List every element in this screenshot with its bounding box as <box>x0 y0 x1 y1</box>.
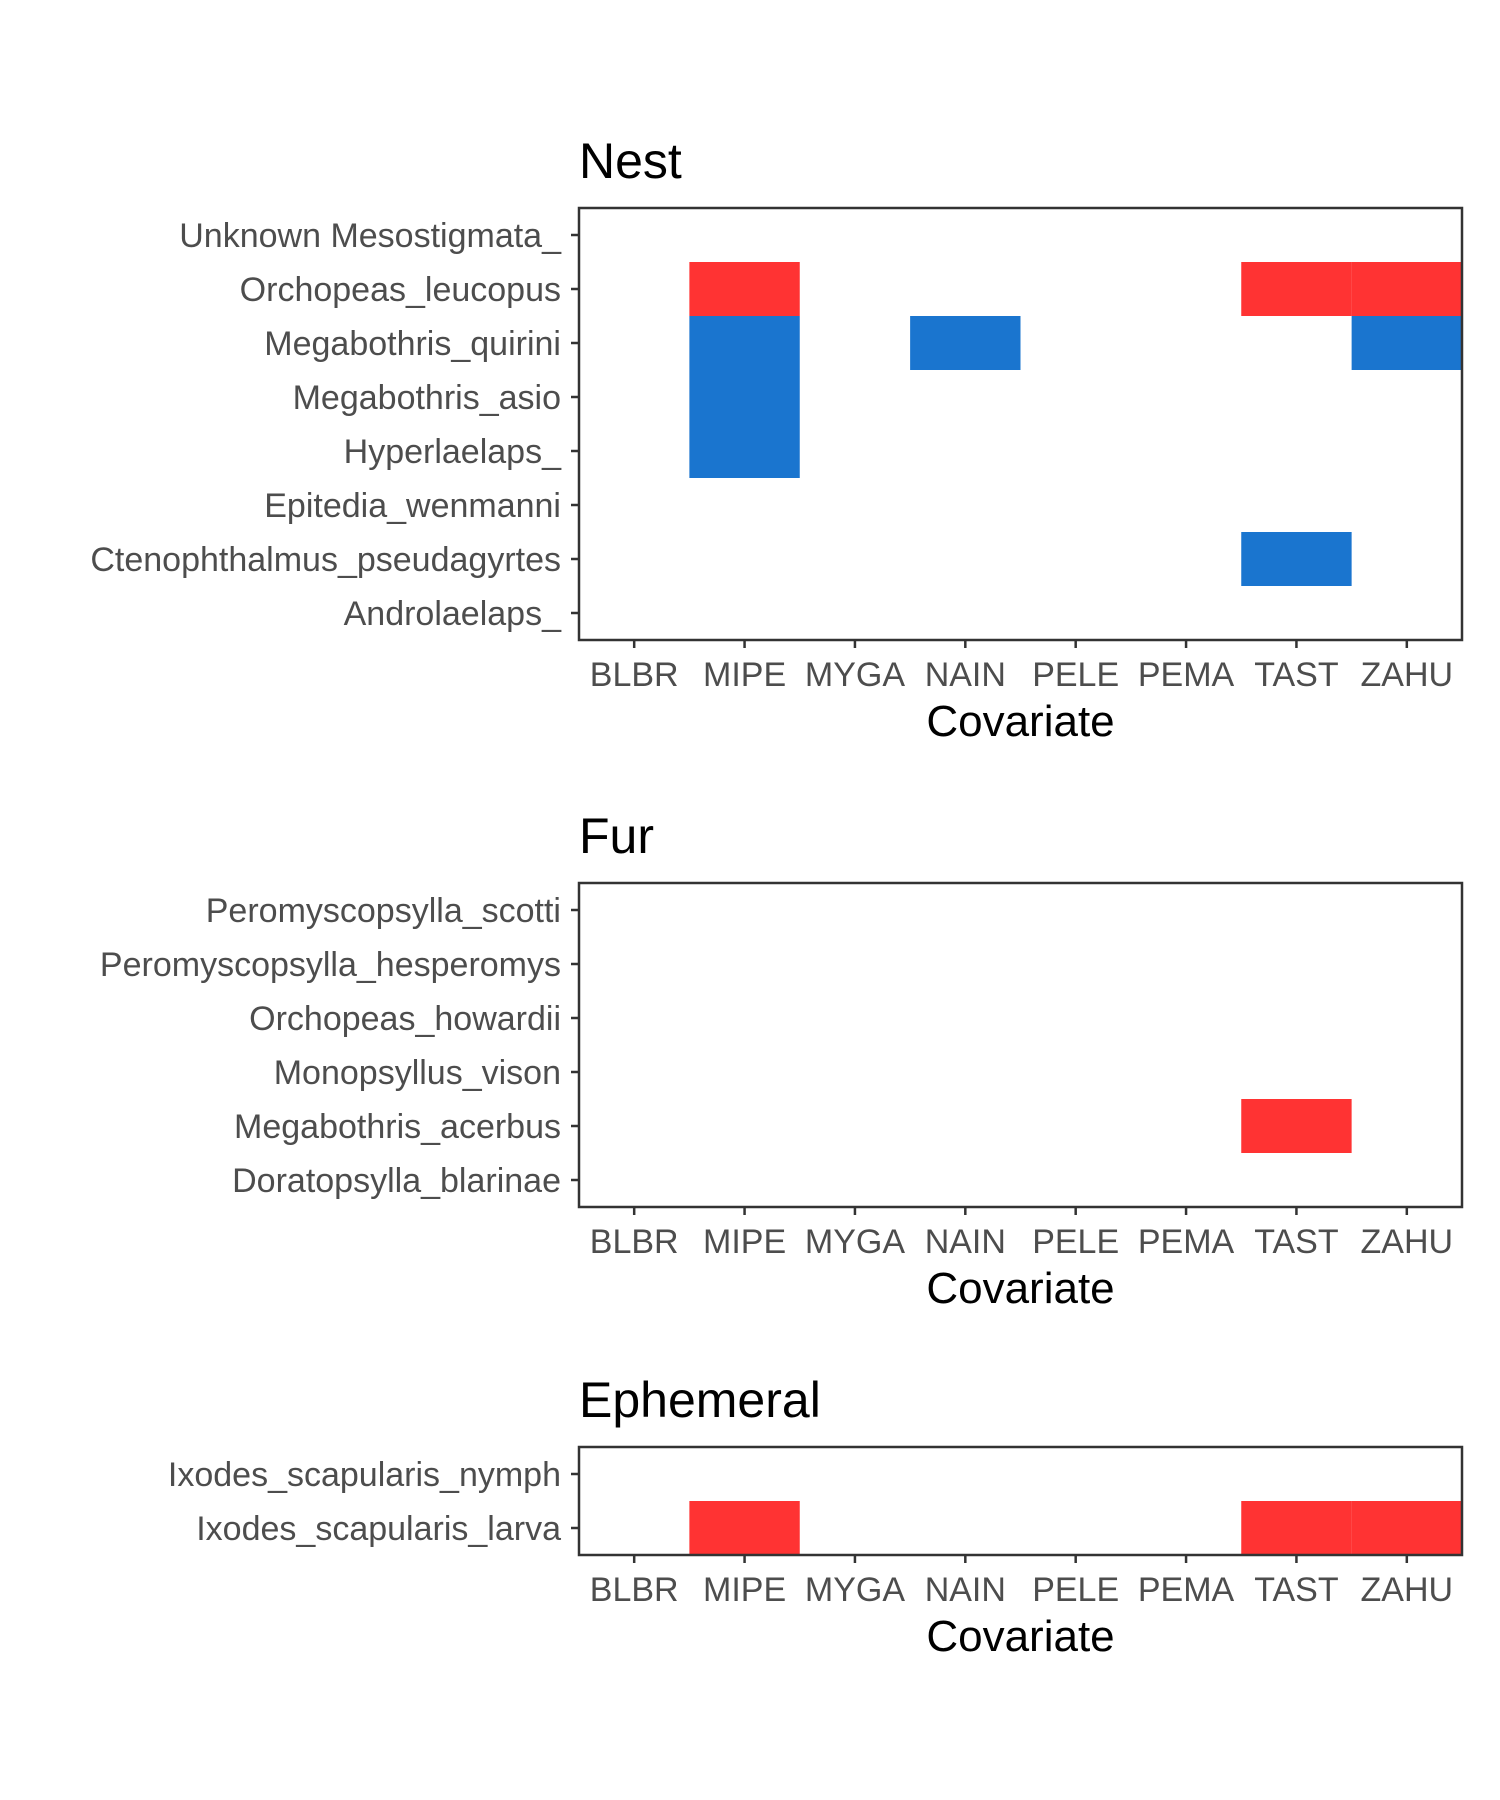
heatmap-cell <box>1241 1501 1352 1555</box>
heatmap-cell <box>1241 532 1352 586</box>
heatmap-cell <box>910 316 1021 370</box>
y-tick-label: Megabothris_asio <box>293 379 561 417</box>
x-tick-label: NAIN <box>925 656 1006 694</box>
x-tick-label: NAIN <box>925 1571 1006 1609</box>
x-tick-label: BLBR <box>590 1223 679 1261</box>
y-tick-label: Unknown Mesostigmata_ <box>179 217 562 255</box>
y-tick-label: Ixodes_scapularis_larva <box>196 1510 561 1548</box>
x-tick-label: MYGA <box>805 656 905 694</box>
y-tick-label: Doratopsylla_blarinae <box>232 1162 561 1200</box>
x-tick-label: ZAHU <box>1361 1223 1454 1261</box>
x-tick-label: BLBR <box>590 1571 679 1609</box>
panel-ephemeral: Ephemeral Ixodes_scapularis_larva Ixodes_s… <box>168 1372 1464 1661</box>
panel-title: Nest <box>579 133 682 189</box>
y-tick-label: Ctenophthalmus_pseudagyrtes <box>90 541 561 579</box>
panel-frame <box>577 881 1464 1209</box>
x-tick-label: PEMA <box>1138 1571 1235 1609</box>
heatmap-cell <box>689 424 800 478</box>
heatmap-cell <box>689 1501 800 1555</box>
x-axis-title: Covariate <box>926 1264 1114 1313</box>
panel-nest: Nest Androlaelaps_ Ctenophthalmus_pseudagy… <box>90 133 1464 746</box>
x-tick-label: MIPE <box>703 1223 786 1261</box>
y-tick-label: Peromyscopsylla_scotti <box>206 892 561 930</box>
panel-frame <box>577 1445 1464 1557</box>
y-tick-label: Ixodes_scapularis_nymph <box>168 1456 561 1494</box>
x-tick-label: TAST <box>1254 1571 1338 1609</box>
x-tick-label: MYGA <box>805 1223 905 1261</box>
x-tick-label: NAIN <box>925 1223 1006 1261</box>
x-tick-label: BLBR <box>590 656 679 694</box>
heatmap-cell <box>689 316 800 370</box>
heatmap-cell <box>1351 1501 1462 1555</box>
x-tick-label: PEMA <box>1138 1223 1235 1261</box>
x-axis-title: Covariate <box>926 697 1114 746</box>
y-tick-label: Megabothris_acerbus <box>234 1108 561 1146</box>
x-tick-label: PELE <box>1032 1223 1119 1261</box>
x-tick-label: PEMA <box>1138 656 1235 694</box>
y-tick-label: Hyperlaelaps_ <box>344 433 562 471</box>
panel-title: Fur <box>579 808 654 864</box>
y-tick-label: Peromyscopsylla_hesperomys <box>100 946 561 984</box>
x-tick-label: TAST <box>1254 656 1338 694</box>
heatmap-cell <box>1351 262 1462 316</box>
y-tick-label: Epitedia_wenmanni <box>264 487 561 525</box>
x-tick-label: ZAHU <box>1361 1571 1454 1609</box>
y-tick-label: Monopsyllus_vison <box>274 1054 561 1092</box>
panel-fur: Fur Doratopsylla_blarinae Megabothris_acer… <box>100 808 1464 1313</box>
heatmap-cell <box>1241 1099 1352 1153</box>
panel-title: Ephemeral <box>579 1372 821 1428</box>
x-tick-label: MIPE <box>703 656 786 694</box>
heatmap-cell <box>689 262 800 316</box>
y-tick-label: Orchopeas_leucopus <box>240 271 561 309</box>
y-tick-label: Orchopeas_howardii <box>249 1000 561 1038</box>
heatmap-cell <box>1351 316 1462 370</box>
y-tick-label: Androlaelaps_ <box>344 595 562 633</box>
heatmap-cell <box>689 370 800 424</box>
x-tick-label: PELE <box>1032 1571 1119 1609</box>
x-tick-label: PELE <box>1032 656 1119 694</box>
y-tick-label: Megabothris_quirini <box>264 325 561 363</box>
x-tick-label: MIPE <box>703 1571 786 1609</box>
x-tick-label: ZAHU <box>1361 656 1454 694</box>
x-tick-label: TAST <box>1254 1223 1338 1261</box>
panel-frame <box>577 206 1464 642</box>
x-tick-label: MYGA <box>805 1571 905 1609</box>
x-axis-title: Covariate <box>926 1612 1114 1661</box>
heatmap-cell <box>1241 262 1352 316</box>
